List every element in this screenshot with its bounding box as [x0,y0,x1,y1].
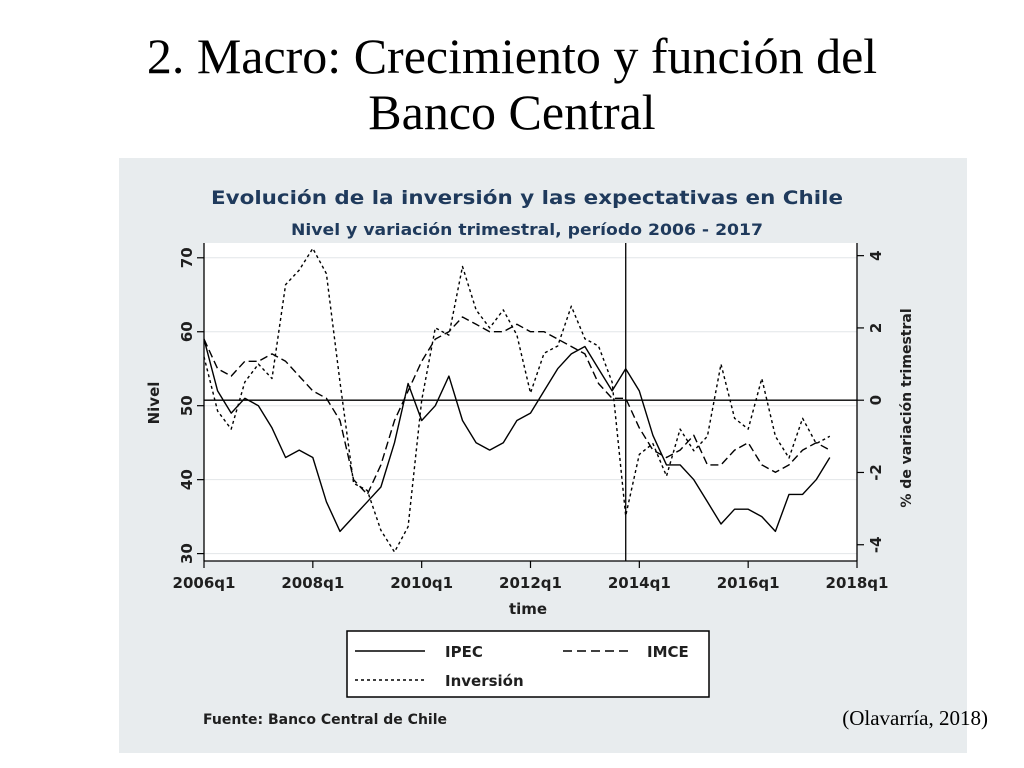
x-tick-label: 2016q1 [717,574,780,592]
x-axis-label: time [509,600,547,618]
legend-label-imce: IMCE [647,643,689,661]
chart-svg: Evolución de la inversión y las expectat… [145,187,915,728]
x-tick-label: 2008q1 [281,574,344,592]
y-tick-label-right: -2 [867,464,885,481]
chart-subtitle: Nivel y variación trimestral, período 20… [291,220,763,239]
y-tick-label-right: -4 [867,536,885,553]
x-tick-label: 2018q1 [826,574,889,592]
y-tick-label-left: 50 [178,395,196,416]
x-tick-label: 2010q1 [390,574,453,592]
slide-title-line-1: 2. Macro: Crecimiento y función del [146,28,878,84]
y-tick-label-left: 60 [178,321,196,342]
y-tick-label-right: 2 [867,323,885,333]
ticks-layer: 2006q1 2008q1 2010q1 2012q1 2014q1 2016q1 2018… [173,247,889,592]
series-line-inversion [203,247,831,553]
citation: (Olavarría, 2018) [842,706,988,730]
series-layer [203,247,831,553]
y-tick-label-right: 0 [867,395,885,405]
y-tick-label-left: 40 [178,469,196,490]
y-axis-right-label: % de variación trimestral [899,308,915,507]
legend-label-ipec: IPEC [445,643,483,661]
legend-box [346,630,710,698]
chart-title: Evolución de la inversión y las expectat… [211,187,843,209]
y-tick-label-left: 30 [178,543,196,564]
y-tick-label-left: 70 [178,247,196,268]
plot-area [204,243,857,561]
series-line-ipec [203,338,831,533]
legend: IPEC IMCE Inversión [346,630,710,698]
y-axis-left-label: Nivel [145,382,163,425]
y-tick-label-right: 4 [867,250,885,260]
chart-source: Fuente: Banco Central de Chile [203,712,447,728]
slide-title-line-2: Banco Central [368,84,656,140]
series-line-imce [203,316,831,496]
slide-title: 2. Macro: Crecimiento y función del Banc… [0,28,1024,140]
x-tick-label: 2012q1 [499,574,562,592]
legend-label-inversion: Inversión [445,672,524,690]
x-tick-label: 2014q1 [608,574,671,592]
x-tick-label: 2006q1 [173,574,236,592]
